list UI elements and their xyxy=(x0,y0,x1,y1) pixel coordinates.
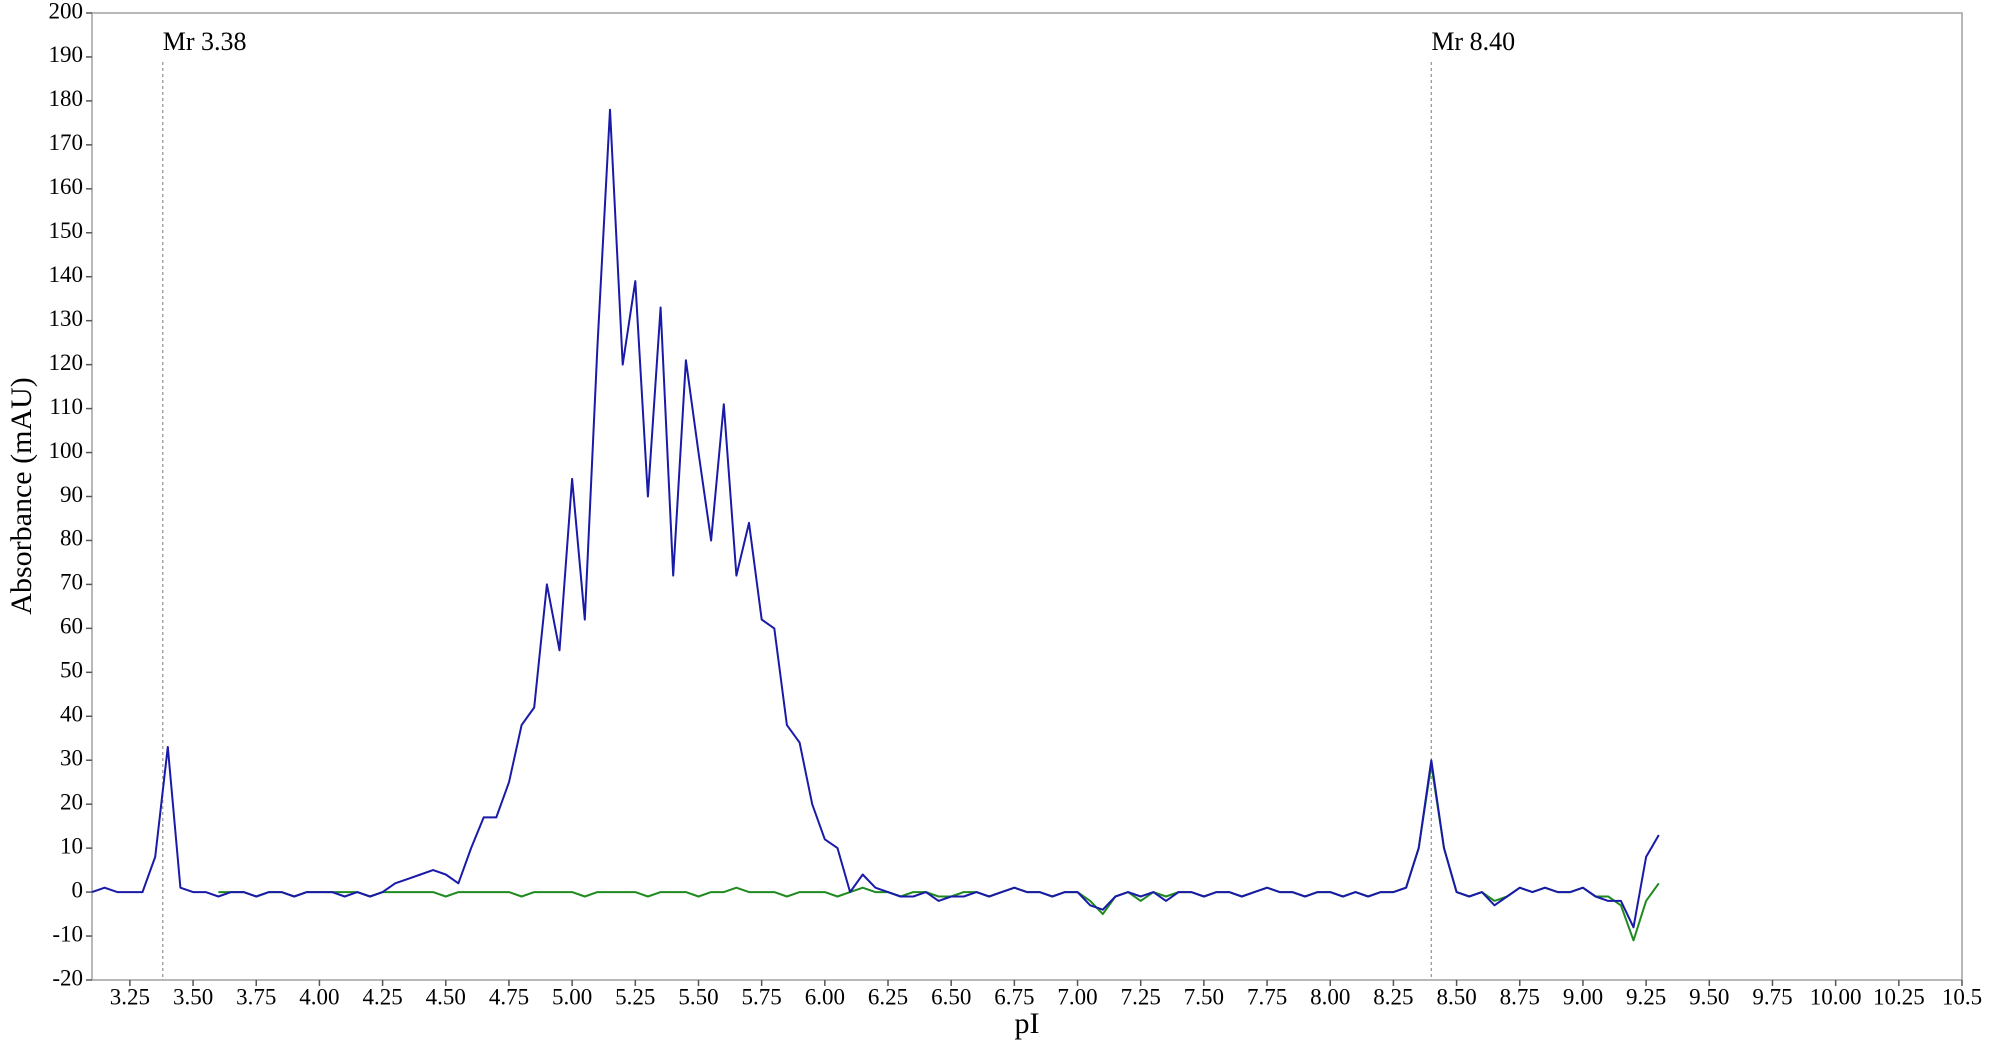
y-tick-label: 20 xyxy=(60,789,83,814)
x-tick-label: 3.50 xyxy=(173,984,213,1009)
x-tick-label: 8.25 xyxy=(1373,984,1413,1009)
y-axis-title: Absorbance (mAU) xyxy=(5,377,38,614)
series-line xyxy=(91,108,1660,929)
x-axis-title: pI xyxy=(1015,1007,1040,1040)
y-tick-label: 10 xyxy=(60,833,83,858)
y-tick-label: 140 xyxy=(49,262,84,287)
y-tick-label: 50 xyxy=(60,658,83,683)
y-tick-label: 200 xyxy=(49,0,84,23)
x-tick-label: 10.00 xyxy=(1810,984,1862,1009)
x-tick-label: 7.00 xyxy=(1057,984,1097,1009)
x-tick-label: 5.00 xyxy=(552,984,592,1009)
x-tick-label: 6.00 xyxy=(805,984,845,1009)
x-tick-label: 5.25 xyxy=(615,984,655,1009)
y-tick-label: -20 xyxy=(52,965,83,990)
x-tick-label: 3.25 xyxy=(110,984,150,1009)
x-tick-label: 4.25 xyxy=(362,984,402,1009)
y-tick-label: 30 xyxy=(60,746,83,771)
y-tick-label: 90 xyxy=(60,482,83,507)
x-tick-label: 8.75 xyxy=(1500,984,1540,1009)
y-tick-label: 70 xyxy=(60,570,83,595)
x-tick-label: 5.50 xyxy=(678,984,718,1009)
x-tick-label: 5.75 xyxy=(742,984,782,1009)
y-tick-label: -10 xyxy=(52,921,83,946)
x-tick-label: 9.75 xyxy=(1752,984,1792,1009)
y-tick-label: 150 xyxy=(49,218,84,243)
x-tick-label: 9.25 xyxy=(1626,984,1666,1009)
y-tick-label: 190 xyxy=(49,42,84,67)
x-tick-label: 4.50 xyxy=(426,984,466,1009)
x-tick-label: 7.75 xyxy=(1247,984,1287,1009)
x-tick-label: 8.00 xyxy=(1310,984,1350,1009)
x-tick-label: 9.00 xyxy=(1563,984,1603,1009)
marker-label: Mr 8.40 xyxy=(1431,27,1515,56)
y-tick-label: 80 xyxy=(60,526,83,551)
y-tick-label: 180 xyxy=(49,86,84,111)
y-tick-label: 0 xyxy=(72,877,84,902)
x-tick-label: 3.75 xyxy=(236,984,276,1009)
y-tick-label: 160 xyxy=(49,174,84,199)
x-tick-label: 9.50 xyxy=(1689,984,1729,1009)
x-tick-label: 4.00 xyxy=(299,984,339,1009)
y-tick-label: 130 xyxy=(49,306,84,331)
x-tick-label: 6.50 xyxy=(931,984,971,1009)
x-tick-label: 4.75 xyxy=(489,984,529,1009)
marker-label: Mr 3.38 xyxy=(163,27,247,56)
y-tick-label: 120 xyxy=(49,350,84,375)
x-tick-label: 10.25 xyxy=(1873,984,1925,1009)
plot-frame xyxy=(91,12,1963,981)
y-tick-label: 40 xyxy=(60,702,83,727)
x-tick-label: 10.5 xyxy=(1942,984,1982,1009)
x-tick-label: 7.50 xyxy=(1184,984,1224,1009)
x-tick-label: 6.25 xyxy=(868,984,908,1009)
x-tick-label: 7.25 xyxy=(1121,984,1161,1009)
x-tick-label: 6.75 xyxy=(994,984,1034,1009)
y-tick-label: 60 xyxy=(60,614,83,639)
y-tick-label: 110 xyxy=(49,394,83,419)
y-tick-label: 100 xyxy=(49,438,84,463)
x-tick-label: 8.50 xyxy=(1436,984,1476,1009)
y-tick-label: 170 xyxy=(49,130,84,155)
